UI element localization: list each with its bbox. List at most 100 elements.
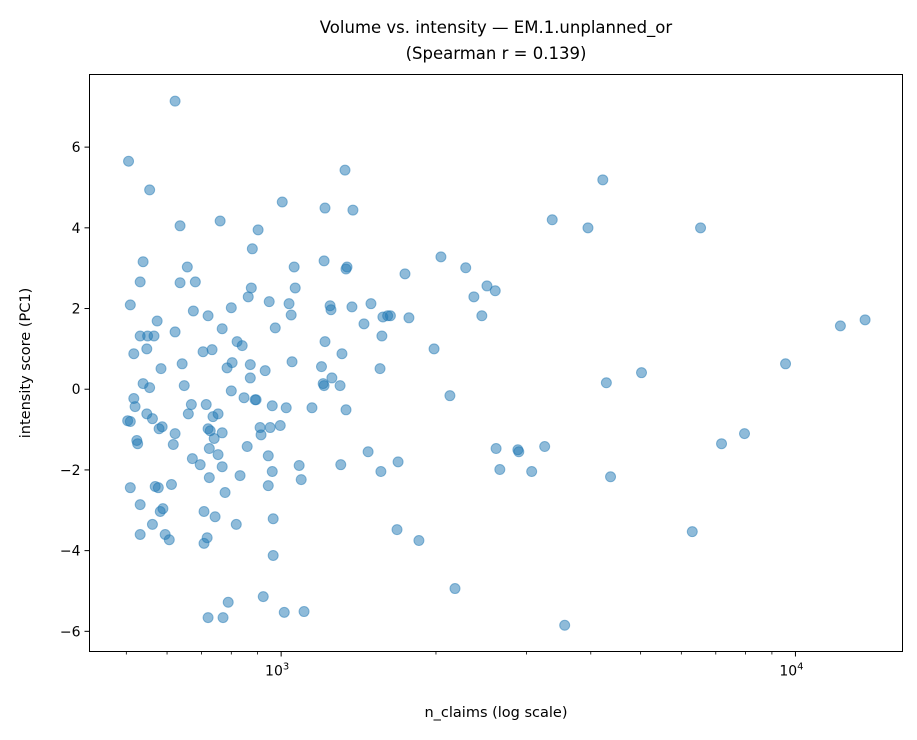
- data-point: [216, 461, 228, 473]
- data-point: [319, 336, 331, 348]
- data-point: [490, 443, 502, 455]
- data-point: [152, 482, 164, 494]
- data-point: [374, 363, 386, 375]
- data-point: [157, 503, 169, 515]
- data-point: [167, 439, 179, 451]
- data-point: [319, 202, 331, 214]
- data-point: [208, 432, 220, 444]
- data-point: [266, 400, 278, 412]
- data-point: [226, 357, 238, 369]
- data-point: [435, 251, 447, 263]
- data-point: [269, 322, 281, 334]
- data-point: [365, 298, 377, 310]
- data-point: [202, 310, 214, 322]
- data-point: [255, 429, 267, 441]
- data-point: [198, 505, 210, 517]
- data-point: [347, 204, 359, 216]
- data-point: [481, 280, 493, 292]
- y-tick-label: 4: [72, 221, 81, 237]
- data-point: [384, 310, 396, 322]
- axes-frame: [89, 74, 903, 652]
- data-point: [219, 487, 231, 499]
- data-point: [141, 343, 153, 355]
- data-point: [276, 196, 288, 208]
- data-point: [262, 450, 274, 462]
- data-point: [280, 402, 292, 414]
- data-point: [178, 380, 190, 392]
- data-point: [123, 155, 135, 167]
- data-point: [241, 441, 253, 453]
- data-point: [169, 95, 181, 107]
- data-point: [358, 318, 370, 330]
- data-point: [326, 372, 338, 384]
- data-point: [174, 220, 186, 232]
- data-point: [201, 532, 213, 544]
- data-point: [128, 348, 140, 360]
- data-point: [266, 466, 278, 478]
- x-tick-label: 104: [779, 662, 803, 680]
- data-point: [203, 472, 215, 484]
- data-point: [318, 380, 330, 392]
- data-point: [399, 268, 411, 280]
- chart-title: Volume vs. intensity — EM.1.unplanned_or: [320, 18, 673, 38]
- data-point: [181, 261, 193, 273]
- data-point: [600, 377, 612, 389]
- data-point: [403, 312, 415, 324]
- y-tick-label: −2: [60, 463, 81, 479]
- x-tick-label: 103: [265, 662, 289, 680]
- data-point: [124, 416, 136, 428]
- data-point: [449, 583, 461, 595]
- y-tick-label: −6: [60, 624, 81, 640]
- data-point: [605, 471, 617, 483]
- data-point: [216, 323, 228, 335]
- y-tick-label: 0: [72, 382, 81, 398]
- data-point: [134, 528, 146, 540]
- data-point: [325, 304, 337, 316]
- data-point: [124, 299, 136, 311]
- data-point: [202, 612, 214, 624]
- data-point: [391, 524, 403, 536]
- data-point: [283, 298, 295, 310]
- data-point: [335, 459, 347, 471]
- data-point: [146, 518, 158, 530]
- data-point: [250, 394, 262, 406]
- data-point: [151, 315, 163, 327]
- data-point: [244, 372, 256, 384]
- data-point: [315, 361, 327, 373]
- data-point: [163, 534, 175, 546]
- data-point: [489, 285, 501, 297]
- data-point: [169, 428, 181, 440]
- data-point: [176, 358, 188, 370]
- data-point: [264, 422, 276, 434]
- data-point: [298, 606, 310, 618]
- data-point: [288, 261, 300, 273]
- data-point: [739, 428, 751, 440]
- data-point: [340, 404, 352, 416]
- data-point: [375, 466, 387, 478]
- data-point: [148, 330, 160, 342]
- data-point: [238, 392, 250, 404]
- data-point: [468, 291, 480, 303]
- y-axis: 6 4 2 0 −2 −4 −6: [60, 140, 90, 640]
- data-point: [217, 612, 229, 624]
- data-point: [293, 459, 305, 471]
- data-point: [174, 277, 186, 289]
- data-point: [189, 276, 201, 288]
- data-point: [780, 358, 792, 370]
- x-axis-label: n_claims (log scale): [424, 705, 567, 721]
- data-point: [182, 408, 194, 420]
- data-point: [318, 255, 330, 267]
- data-point: [165, 478, 177, 490]
- data-point: [716, 438, 728, 450]
- data-point: [546, 214, 558, 226]
- data-point: [194, 459, 206, 471]
- data-point: [476, 310, 488, 322]
- data-point: [341, 261, 353, 273]
- x-axis: 103 104: [125, 651, 804, 680]
- data-point: [169, 326, 181, 338]
- data-point: [334, 380, 346, 392]
- data-point: [185, 399, 197, 411]
- data-point: [129, 401, 141, 413]
- data-point: [444, 390, 456, 402]
